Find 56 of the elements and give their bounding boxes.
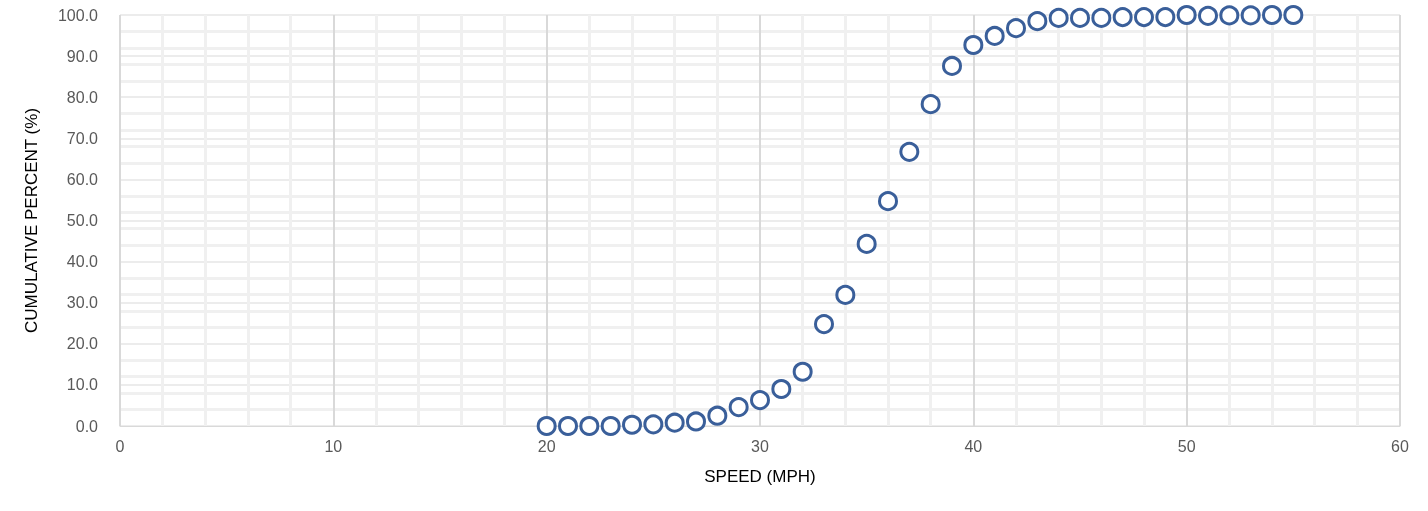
x-axis-title: SPEED (MPH) (704, 467, 816, 486)
y-tick-label: 10.0 (66, 376, 99, 394)
y-tick-label: 20.0 (66, 335, 99, 353)
point (984, 25, 1005, 46)
point (728, 397, 749, 418)
x-tick-label: 30 (751, 437, 769, 455)
y-tick-label: 90.0 (66, 47, 99, 65)
point (558, 416, 578, 436)
point (1176, 5, 1197, 25)
point (878, 191, 898, 212)
point (1006, 18, 1026, 39)
point (792, 361, 813, 382)
point (686, 411, 706, 432)
y-tick-label: 40.0 (66, 253, 99, 271)
point (750, 390, 770, 411)
x-tick-label: 60 (1391, 437, 1409, 455)
x-tick-label: 40 (964, 437, 983, 455)
point (1134, 7, 1154, 28)
y-tick-label: 0.0 (75, 417, 99, 435)
point (622, 414, 642, 435)
point (1155, 7, 1176, 28)
point (899, 141, 920, 162)
x-tick-label: 10 (324, 437, 343, 455)
point (600, 416, 621, 436)
y-tick-label: 80.0 (66, 88, 99, 106)
point (1112, 7, 1133, 28)
point (1027, 11, 1048, 32)
point (579, 416, 600, 436)
point (1091, 7, 1112, 28)
y-tick-label: 50.0 (66, 212, 99, 229)
point (1048, 7, 1069, 28)
point (1240, 5, 1261, 26)
point (856, 233, 877, 254)
y-axis-title: CUMULATIVE PERCENT (%) (22, 107, 41, 334)
point (771, 379, 792, 400)
y-tick-label: 100.0 (57, 6, 99, 24)
x-tick-label: 0 (115, 437, 125, 455)
y-tick-label: 60.0 (66, 170, 99, 188)
point (942, 55, 962, 76)
point (664, 412, 685, 433)
point (1070, 7, 1090, 28)
point (643, 414, 664, 435)
y-tick-label: 70.0 (66, 129, 99, 147)
point (1198, 5, 1218, 26)
point (963, 35, 984, 55)
point (1283, 5, 1304, 25)
point (920, 94, 941, 115)
y-tick-label: 30.0 (66, 294, 99, 312)
point (1262, 5, 1282, 25)
x-tick-label: 20 (537, 437, 556, 455)
point (1219, 5, 1240, 26)
point (536, 416, 557, 436)
point (814, 314, 834, 335)
x-tick-label: 50 (1177, 437, 1196, 455)
point (707, 405, 728, 426)
point (835, 284, 856, 305)
